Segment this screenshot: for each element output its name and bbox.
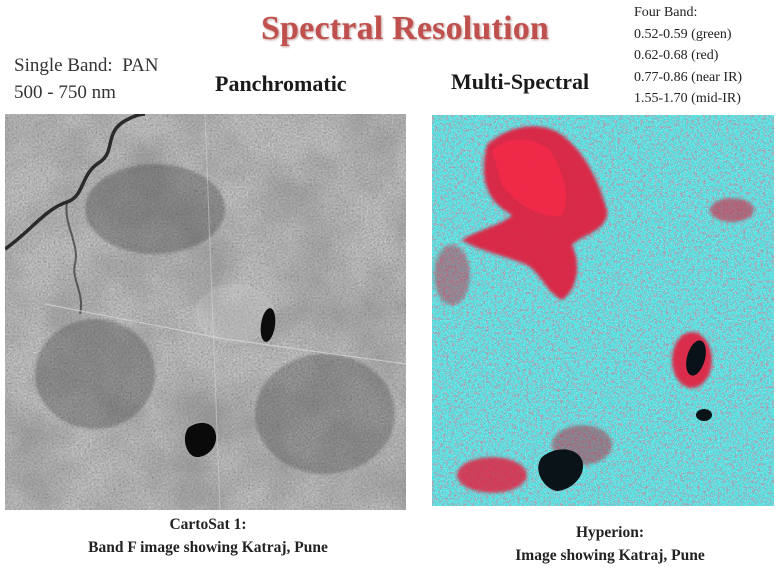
slide-title: Spectral Resolution (260, 10, 550, 47)
multispectral-caption: Hyperion: Image showing Katraj, Pune (460, 521, 760, 567)
panchromatic-satellite-image (5, 114, 406, 510)
band-mid-ir: 1.55-1.70 (mid-IR) (634, 91, 741, 106)
panchromatic-caption-sensor: CartoSat 1: (169, 516, 247, 533)
multispectral-heading: Multi-Spectral (451, 69, 590, 94)
four-band-heading: Four Band: (634, 5, 698, 20)
panchromatic-caption: CartoSat 1: Band F image showing Katraj,… (18, 513, 398, 559)
single-band-info: Single Band: PAN 500 - 750 nm (14, 52, 158, 106)
panchromatic-heading: Panchromatic (215, 71, 347, 96)
multispectral-caption-description: Image showing Katraj, Pune (515, 547, 705, 564)
band-red: 0.62-0.68 (red) (634, 48, 719, 63)
band-green: 0.52-0.59 (green) (634, 26, 732, 42)
single-band-range: 500 - 750 nm (14, 82, 116, 103)
multispectral-caption-sensor: Hyperion: (575, 524, 645, 541)
panchromatic-caption-description: Band F image showing Katraj, Pune (88, 539, 328, 556)
four-band-info: Four Band: 0.52-0.59 (green) 0.62-0.68 (… (634, 2, 742, 110)
band-near-ir: 0.77-0.86 (near IR) (634, 69, 743, 85)
single-band-label: Single Band: PAN (14, 55, 159, 76)
multispectral-satellite-image (432, 115, 774, 506)
